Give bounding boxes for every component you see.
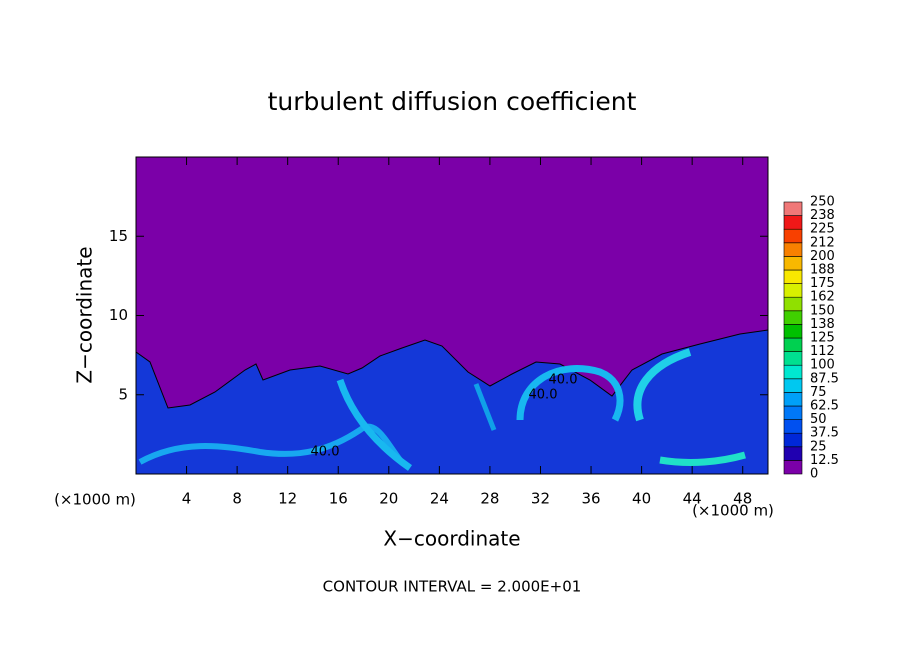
colorbar-cell [783, 392, 803, 407]
colorbar-cell [783, 269, 803, 284]
x-tick-label: 24 [430, 490, 449, 508]
colorbar-cell [783, 419, 803, 434]
x-unit-label: (×1000 m) [692, 502, 774, 520]
colorbar-cell [783, 446, 803, 461]
y-tick-label: 5 [118, 385, 128, 403]
field-streak [659, 451, 746, 466]
colorbar-cell [783, 364, 803, 380]
colorbar-label: 188 [810, 263, 835, 278]
colorbar-label: 125 [810, 331, 835, 346]
x-tick-label: 20 [379, 490, 398, 508]
x-tick-label: 32 [531, 490, 550, 508]
colorbar-label: 212 [810, 235, 835, 250]
field-streak [633, 348, 692, 422]
y-tick-label: 15 [109, 227, 128, 245]
colorbar-label: 75 [810, 385, 827, 400]
colorbar-label: 50 [810, 412, 827, 427]
colorbar-cell [783, 337, 803, 352]
x-tick-label: 44 [683, 490, 702, 508]
colorbar-label: 225 [810, 222, 835, 237]
colorbar-cell [783, 378, 803, 393]
colorbar-label: 87.5 [810, 371, 839, 386]
colorbar-cell [783, 201, 803, 216]
colorbar-label: 12.5 [810, 453, 839, 468]
x-tick-label: 16 [329, 490, 348, 508]
colorbar-label: 0 [810, 467, 818, 482]
field-streak [473, 383, 497, 431]
field [135, 157, 769, 475]
colorbar-label: 162 [810, 290, 835, 305]
y-axis-label: Z−coordinate [73, 246, 97, 383]
x-axis-label: X−coordinate [383, 527, 520, 551]
contour-label: 40.0 [311, 445, 340, 460]
colorbar-label: 175 [810, 276, 835, 291]
colorbar-label: 238 [810, 208, 835, 223]
x-tick-label: 28 [480, 490, 499, 508]
x-tick-label: 48 [733, 490, 752, 508]
x-unit-label: (×1000 m) [54, 491, 136, 509]
field-streak [138, 423, 403, 465]
colorbar-label: 112 [810, 344, 835, 359]
colorbar-label: 100 [810, 358, 835, 373]
y-tick-label: 10 [109, 306, 128, 324]
colorbar-cell [783, 310, 803, 325]
field-streak [336, 378, 413, 471]
colorbar-label: 150 [810, 303, 835, 318]
field-region [135, 329, 769, 475]
colorbar-cell [783, 351, 803, 366]
field-streak [516, 365, 624, 422]
colorbar-label: 37.5 [810, 426, 839, 441]
colorbar-cell [783, 296, 803, 312]
chart-title: turbulent diffusion coefficient [268, 87, 637, 116]
colorbar-cell [783, 405, 803, 420]
colorbar-cell [783, 283, 803, 298]
x-tick-label: 4 [182, 490, 192, 508]
colorbar-label: 25 [810, 439, 827, 454]
x-tick-label: 12 [278, 490, 297, 508]
footer-note: CONTOUR INTERVAL = 2.000E+01 [323, 578, 582, 596]
colorbar-cell [783, 256, 803, 271]
colorbar-label: 200 [810, 249, 835, 264]
colorbar-label: 62.5 [810, 399, 839, 414]
colorbar-cell [783, 460, 803, 475]
x-tick-label: 8 [232, 490, 242, 508]
colorbar-label: 250 [810, 195, 835, 210]
x-tick-label: 36 [581, 490, 600, 508]
colorbar-cell [783, 242, 803, 257]
colorbar-cell [783, 432, 803, 448]
colorbar-cell [783, 228, 803, 244]
contour-label: 40.0 [549, 373, 578, 388]
contour-label: 40.0 [529, 388, 558, 403]
colorbar-cell [783, 324, 803, 339]
colorbar-cell [783, 215, 803, 230]
colorbar-label: 138 [810, 317, 835, 332]
x-tick-label: 40 [632, 490, 651, 508]
